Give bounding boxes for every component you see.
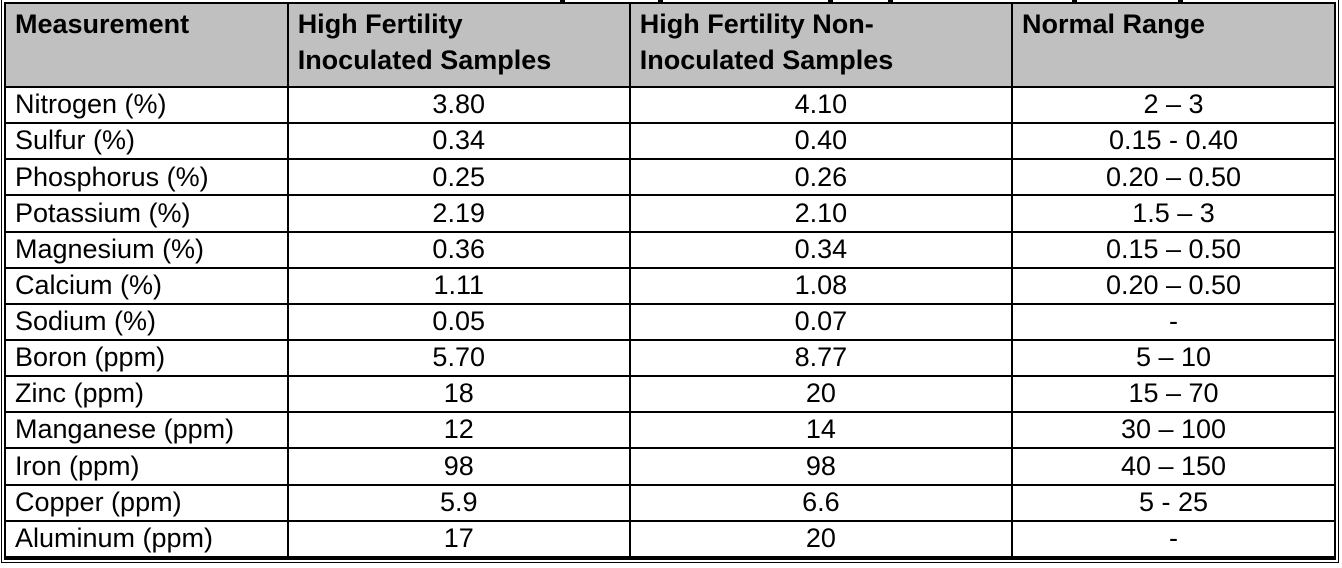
cell-non-inoculated: 20 [628, 375, 1014, 414]
cell-measurement: Phosphorus (%) [4, 158, 289, 197]
cell-normal-range: 0.15 - 0.40 [1011, 122, 1336, 161]
cell-measurement: Magnesium (%) [4, 230, 289, 269]
cell-inoculated: 98 [286, 447, 631, 486]
cropped-caption-fragment [1072, 0, 1077, 3]
col-header-inoculated: High Fertility Inoculated Samples [286, 2, 631, 88]
cell-inoculated: 2.19 [286, 194, 631, 233]
cell-non-inoculated: 0.34 [628, 230, 1014, 269]
cell-measurement: Nitrogen (%) [4, 85, 289, 125]
cell-measurement: Manganese (ppm) [4, 411, 289, 450]
col-header-non-inoculated: High Fertility Non- Inoculated Samples [628, 2, 1014, 88]
table-row: Copper (ppm) 5.9 6.6 5 - 25 [4, 483, 1336, 522]
cell-normal-range: 15 – 70 [1011, 375, 1336, 414]
table-row: Potassium (%) 2.19 2.10 1.5 – 3 [4, 194, 1336, 233]
cell-inoculated: 0.25 [286, 158, 631, 197]
cell-measurement: Calcium (%) [4, 266, 289, 305]
cell-inoculated: 1.11 [286, 266, 631, 305]
cropped-caption-fragment [658, 0, 663, 3]
cell-normal-range: 1.5 – 3 [1011, 194, 1336, 233]
table-row: Phosphorus (%) 0.25 0.26 0.20 – 0.50 [4, 158, 1336, 197]
table-row: Boron (ppm) 5.70 8.77 5 – 10 [4, 338, 1336, 378]
cell-normal-range: 5 - 25 [1011, 483, 1336, 522]
cell-inoculated: 0.05 [286, 302, 631, 341]
cell-non-inoculated: 0.40 [628, 122, 1014, 161]
table-row: Manganese (ppm) 12 14 30 – 100 [4, 411, 1336, 450]
table-row: Calcium (%) 1.11 1.08 0.20 – 0.50 [4, 266, 1336, 305]
cell-non-inoculated: 0.07 [628, 302, 1014, 341]
col-header-normal-range: Normal Range [1011, 2, 1336, 88]
cell-normal-range: 30 – 100 [1011, 411, 1336, 450]
cell-measurement: Aluminum (ppm) [4, 519, 289, 560]
cell-non-inoculated: 8.77 [628, 338, 1014, 378]
cell-non-inoculated: 0.26 [628, 158, 1014, 197]
cell-measurement: Iron (ppm) [4, 447, 289, 486]
cell-measurement: Sodium (%) [4, 302, 289, 341]
cell-normal-range: 0.20 – 0.50 [1011, 158, 1336, 197]
cell-non-inoculated: 4.10 [628, 85, 1014, 125]
cell-inoculated: 17 [286, 519, 631, 560]
cell-inoculated: 0.36 [286, 230, 631, 269]
col-header-measurement: Measurement [4, 2, 289, 88]
cell-non-inoculated: 1.08 [628, 266, 1014, 305]
table-row: Sodium (%) 0.05 0.07 - [4, 302, 1336, 341]
cell-normal-range: 2 – 3 [1011, 85, 1336, 125]
cell-non-inoculated: 98 [628, 447, 1014, 486]
cell-normal-range: 0.20 – 0.50 [1011, 266, 1336, 305]
table-row: Aluminum (ppm) 17 20 - [4, 519, 1336, 560]
cell-non-inoculated: 6.6 [628, 483, 1014, 522]
cell-inoculated: 3.80 [286, 85, 631, 125]
cell-normal-range: 40 – 150 [1011, 447, 1336, 486]
cell-normal-range: - [1011, 519, 1336, 560]
cell-non-inoculated: 14 [628, 411, 1014, 450]
cell-measurement: Zinc (ppm) [4, 375, 289, 414]
table-row: Sulfur (%) 0.34 0.40 0.15 - 0.40 [4, 122, 1336, 161]
cropped-caption-fragment [560, 0, 565, 3]
cell-non-inoculated: 20 [628, 519, 1014, 560]
cell-inoculated: 5.9 [286, 483, 631, 522]
cropped-caption-fragment [888, 0, 893, 3]
table-row: Nitrogen (%) 3.80 4.10 2 – 3 [4, 85, 1336, 125]
cell-inoculated: 18 [286, 375, 631, 414]
cell-normal-range: - [1011, 302, 1336, 341]
cell-normal-range: 0.15 – 0.50 [1011, 230, 1336, 269]
header-row: Measurement High Fertility Inoculated Sa… [4, 2, 1336, 88]
cell-inoculated: 12 [286, 411, 631, 450]
cell-non-inoculated: 2.10 [628, 194, 1014, 233]
table-row: Magnesium (%) 0.36 0.34 0.15 – 0.50 [4, 230, 1336, 269]
cell-measurement: Potassium (%) [4, 194, 289, 233]
cell-measurement: Sulfur (%) [4, 122, 289, 161]
cropped-caption-fragment [828, 0, 833, 3]
cell-normal-range: 5 – 10 [1011, 338, 1336, 378]
cell-measurement: Copper (ppm) [4, 483, 289, 522]
table-row: Iron (ppm) 98 98 40 – 150 [4, 447, 1336, 486]
table-row: Zinc (ppm) 18 20 15 – 70 [4, 375, 1336, 414]
cropped-caption-fragment [1178, 0, 1183, 3]
cell-inoculated: 0.34 [286, 122, 631, 161]
cell-measurement: Boron (ppm) [4, 338, 289, 378]
cell-inoculated: 5.70 [286, 338, 631, 378]
